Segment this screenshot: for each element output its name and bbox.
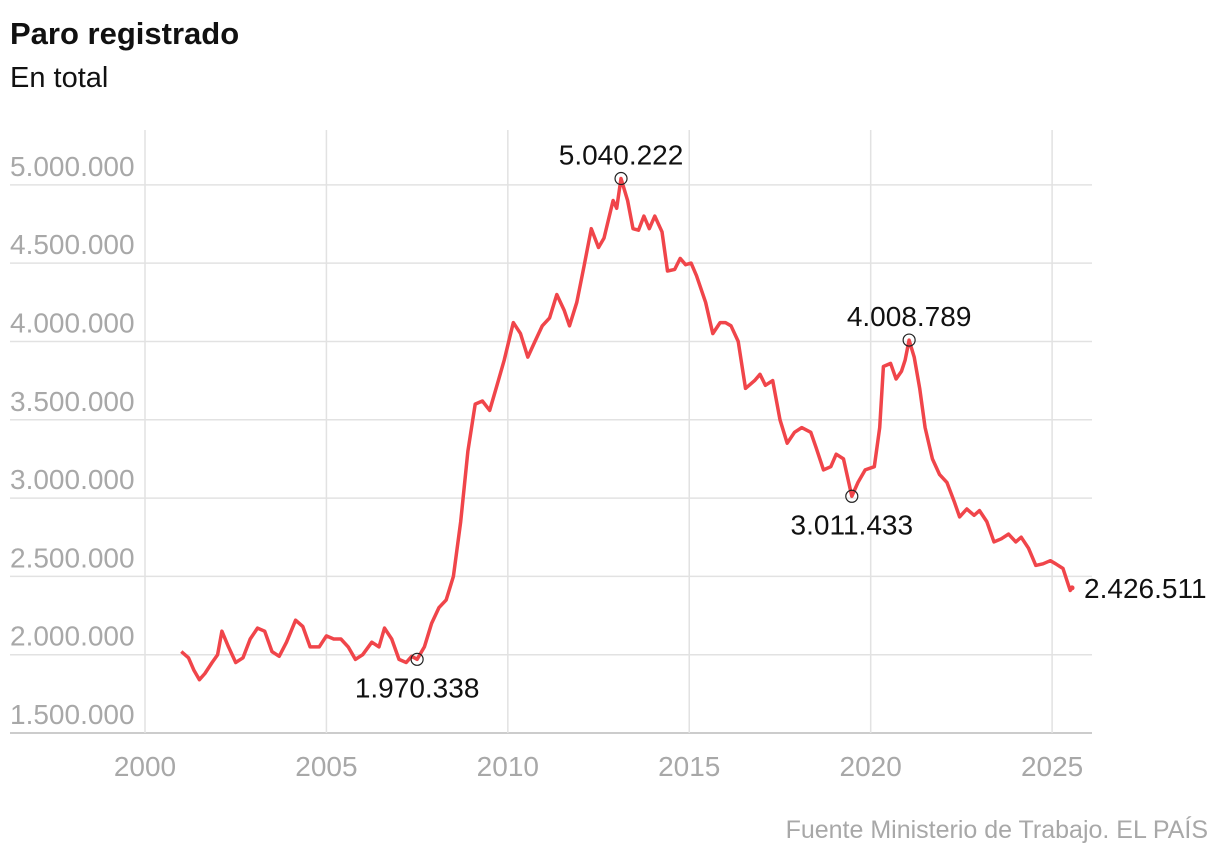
annotation-label: 1.970.338 [355,672,480,703]
annotation-point [1069,585,1075,591]
annotation-point [845,489,859,503]
y-tick-label: 1.500.000 [10,699,135,730]
annotation-point [614,171,628,186]
x-tick-label: 2000 [114,751,176,782]
annotation-label: 5.040.222 [559,140,684,171]
x-tick-label: 2010 [477,751,539,782]
y-tick-label: 2.000.000 [10,621,135,652]
annotation-label: 3.011.433 [791,509,914,540]
x-tick-label: 2005 [295,751,357,782]
y-tick-label: 3.000.000 [10,464,135,495]
annotation-label: 4.008.789 [847,301,972,332]
x-tick-label: 2025 [1021,751,1083,782]
y-tick-label: 4.500.000 [10,229,135,260]
annotation-label: 2.426.511 [1084,573,1207,604]
y-tick-label: 4.000.000 [10,307,135,338]
chart-title: Paro registrado [10,16,239,51]
annotation-point [902,333,916,347]
y-tick-label: 5.000.000 [10,151,135,182]
annotation-point [410,652,424,666]
y-tick-label: 3.500.000 [10,386,135,417]
y-tick-label: 2.500.000 [10,542,135,573]
x-tick-label: 2020 [840,751,902,782]
data-line [180,176,1074,682]
source: Fuente Ministerio de Trabajo. EL PAÍS [786,815,1208,844]
x-tick-label: 2015 [658,751,720,782]
chart-subtitle: En total [10,62,108,94]
